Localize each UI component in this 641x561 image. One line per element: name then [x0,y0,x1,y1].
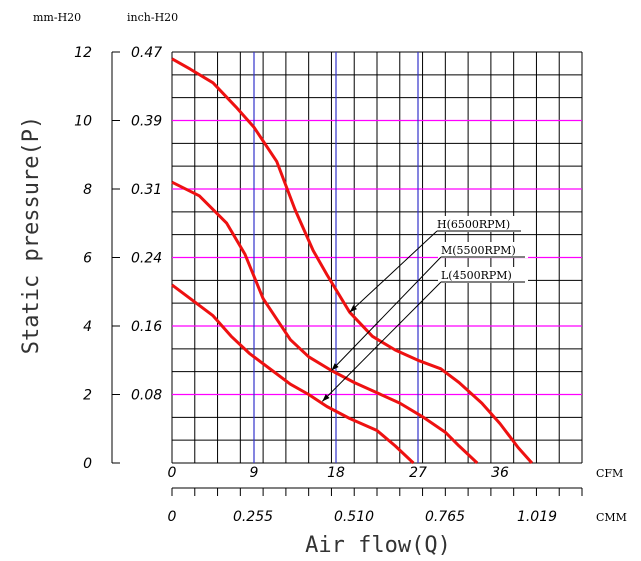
callout-label: H(6500RPM) [437,218,510,231]
x-tick-label-cfm: 18 [327,465,345,481]
y-tick-label-inch: 0.39 [131,114,162,130]
y-tick-label-mm: 2 [83,388,92,404]
y-tick-label-inch: 0.08 [131,388,162,404]
curve-m-line [171,180,479,465]
y-tick-label-mm: 12 [74,45,92,61]
x-tick-label-cmm: 1.019 [517,509,557,525]
callout-arrowhead [349,305,358,313]
curve-h-line [171,57,534,464]
callout-leader [349,230,438,313]
labels: 12 10 8 6 4 2 0 0.47 0.39 0.31 0.24 0.16 0.08 0 9 18 27 3… [74,45,557,525]
x-tick-label-cmm: 0.510 [334,509,374,525]
y-tick-label-inch: 0.24 [131,251,162,267]
callout-leader [331,256,442,371]
y-tick-label-mm: 10 [74,114,92,130]
callout-arrowhead [322,394,330,402]
x-tick-label-cmm: 0.255 [233,509,273,525]
x-tick-label-cfm: 27 [409,465,427,481]
x-tick-label-cfm: 36 [491,465,509,481]
y-tick-label-mm: 0 [83,456,92,472]
y-axis-title: Static pressure(P) [19,116,44,354]
y-tick-label-mm: 8 [83,182,92,198]
y-tick-label-inch: 0.16 [131,319,162,335]
y-tick-label-mm: 6 [83,251,92,267]
callout-label: M(5500RPM) [441,244,516,257]
x-tick-label-cfm: 0 [168,465,177,481]
x-tick-label-cfm: 9 [250,465,259,481]
y-tick-label-mm: 4 [83,319,92,335]
x-tick-label-cmm: 0.765 [425,509,465,525]
callout-background [438,267,528,283]
y-tick-label-inch: 0.47 [131,45,162,61]
performance-curves [171,57,534,465]
curve-l-line [171,283,415,465]
x-unit-cmm: CMM [596,511,627,524]
callout-arrowhead [331,363,339,371]
callout-background [438,242,528,258]
x-unit-cfm: CFM [596,467,623,480]
callout-background [434,216,524,232]
callout-leader [321,281,442,402]
y-tick-label-inch: 0.31 [131,182,162,198]
y-unit-inch: inch-H20 [127,11,178,24]
callout-label: L(4500RPM) [441,269,512,282]
axes [111,51,583,496]
x-tick-label-cmm: 0 [168,509,177,525]
x-axis-title: Air flow(Q) [305,533,451,558]
y-unit-mm: mm-H20 [33,11,81,24]
